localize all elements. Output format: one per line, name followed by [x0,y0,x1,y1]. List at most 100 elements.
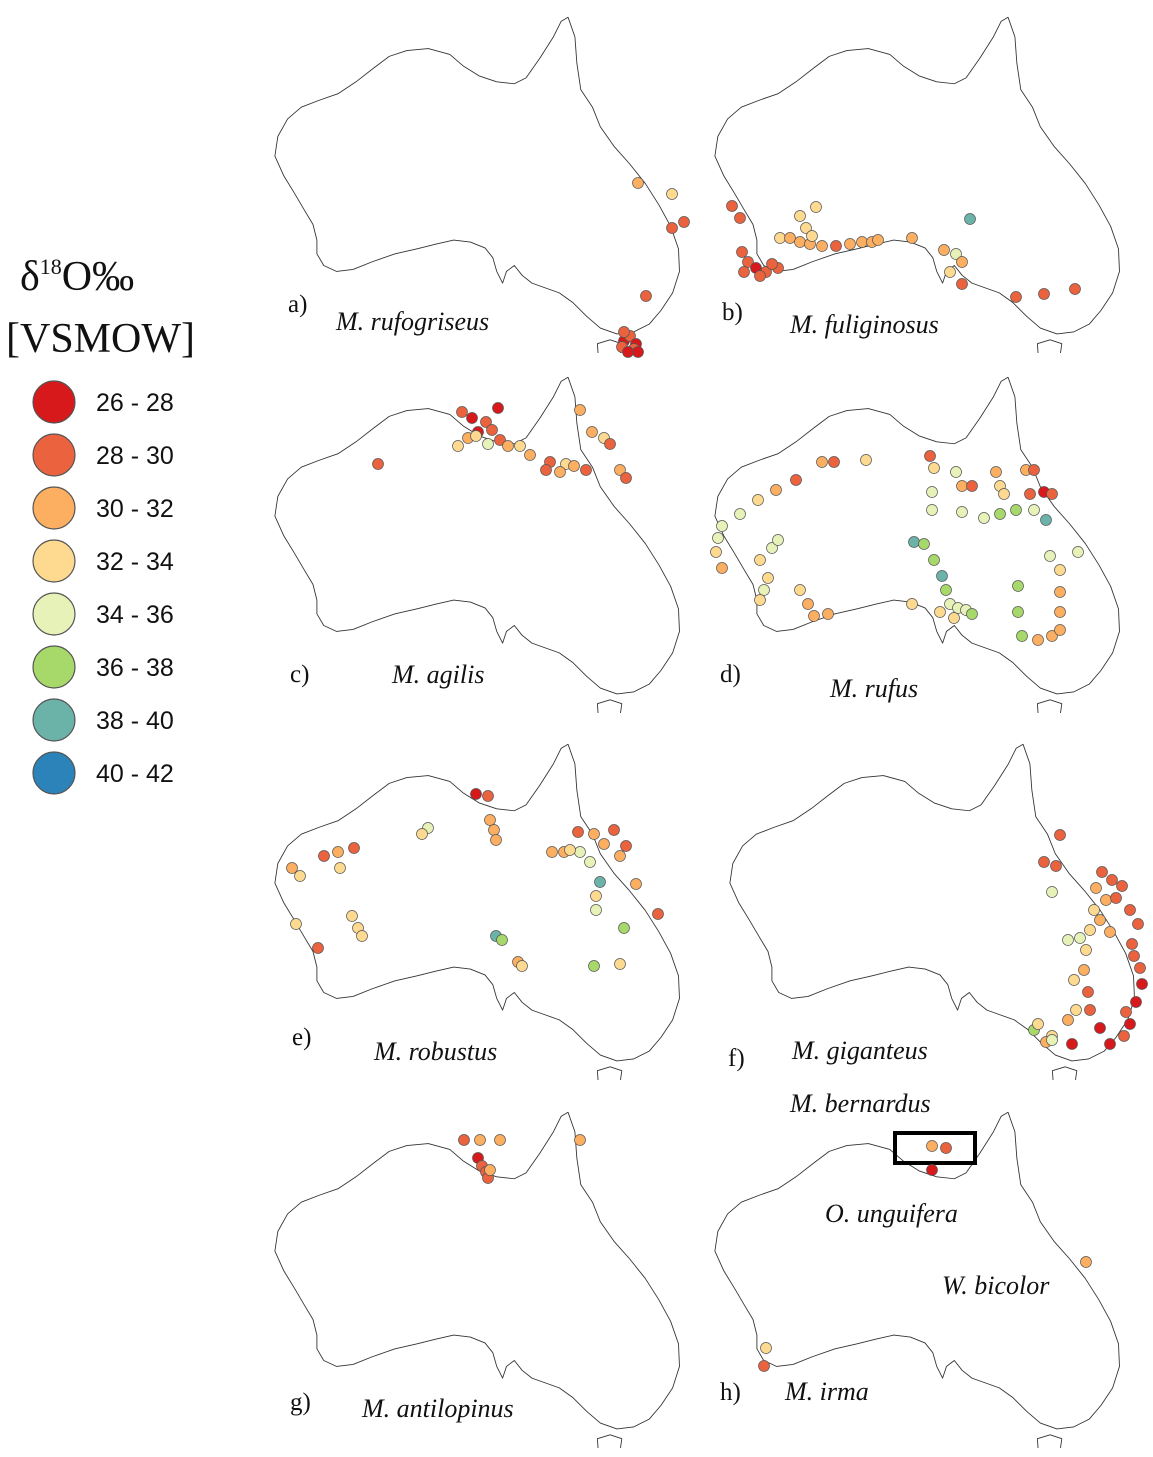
panel-h: h) M. bernardus O. unguifera W. bicolor … [714,1089,1120,1448]
occurrence-point [572,826,584,838]
occurrence-point [966,608,978,620]
occurrence-point [794,584,806,596]
occurrence-point [484,814,496,826]
occurrence-point [482,790,494,802]
occurrence-point [452,440,464,452]
occurrence-point [546,846,558,858]
occurrence-points [758,1140,1092,1372]
occurrence-point [332,846,344,858]
occurrence-point [1069,283,1081,295]
occurrence-point [716,562,728,574]
species-label: M. antilopinus [361,1394,514,1423]
occurrence-point [956,480,968,492]
occurrence-point [598,838,610,850]
occurrence-point [1124,1018,1136,1030]
occurrence-point [940,584,952,596]
legend-items: 26 - 28 28 - 30 30 - 32 32 - 34 34 - 36 36 - … [32,380,174,795]
occurrence-point [614,464,626,476]
occurrence-point [822,608,834,620]
occurrence-point [726,200,738,212]
occurrence-point [294,870,306,882]
occurrence-point [828,456,840,468]
panel-b: b) M. fuliginosus [714,16,1120,353]
occurrence-point [966,480,978,492]
panel-g: g) M. antilopinus [274,1111,680,1448]
occurrence-point [484,1164,496,1176]
occurrence-point [978,512,990,524]
occurrence-point [1118,1030,1130,1042]
panel-letter: c) [290,661,309,688]
occurrence-point [956,506,968,518]
occurrence-point [318,850,330,862]
occurrence-point [356,930,368,942]
occurrence-point [906,598,918,610]
occurrence-point [790,474,802,486]
occurrence-point [944,266,956,278]
occurrence-points [1028,829,1148,1050]
occurrence-point [494,1134,506,1146]
occurrence-point [1062,934,1074,946]
occurrence-point [1010,291,1022,303]
occurrence-point [594,876,606,888]
occurrence-point [540,464,552,476]
occurrence-point [470,788,482,800]
occurrence-point [1070,1004,1082,1016]
occurrence-point [928,462,940,474]
occurrence-point [1044,550,1056,562]
occurrence-point [1054,564,1066,576]
occurrence-point [1110,892,1122,904]
occurrence-point [1082,986,1094,998]
occurrence-point [1120,1006,1132,1018]
occurrence-point [810,201,822,213]
occurrence-point [494,434,506,446]
occurrence-point [1032,634,1044,646]
occurrence-points [616,177,690,358]
occurrence-point [1046,630,1058,642]
occurrence-point [492,402,504,414]
occurrence-point [334,862,346,874]
occurrence-point [926,504,938,516]
occurrence-point [1068,974,1080,986]
species-label: M. rufus [829,674,918,703]
occurrence-point [956,256,968,268]
occurrence-point [950,248,962,260]
legend-swatch [32,486,76,530]
occurrence-point [766,542,778,554]
occurrence-point [568,460,580,472]
occurrence-point [666,222,678,234]
occurrence-point [618,326,630,338]
occurrence-point [1054,624,1066,636]
occurrence-point [1080,1256,1092,1268]
occurrence-point [998,488,1010,500]
legend-swatch [32,592,76,636]
occurrence-point [1134,962,1146,974]
occurrence-point [458,1134,470,1146]
legend-label: 26 - 28 [96,389,174,417]
occurrence-point [580,464,592,476]
occurrence-point [1096,866,1108,878]
panel-c: c) M. agilis [274,376,680,713]
legend-swatch [32,751,76,795]
occurrence-point [1062,1014,1074,1026]
occurrence-point [716,520,728,532]
occurrence-points [286,788,664,972]
highlight-box [893,1131,977,1165]
legend-label: 32 - 34 [96,548,174,576]
occurrence-point [574,846,586,858]
occurrence-point [872,234,884,246]
occurrence-point [666,188,678,200]
legend: δ18O‰ [VSMOW] 26 - 28 28 - 30 30 - 32 32 - … [6,254,195,795]
occurrence-point [502,440,514,452]
legend-label: 30 - 32 [96,495,174,523]
occurrence-point [754,554,766,566]
occurrence-point [614,958,626,970]
occurrence-point [1090,882,1102,894]
occurrence-point [640,290,652,302]
occurrence-point [1046,886,1058,898]
occurrence-point [620,840,632,852]
occurrence-point [956,278,968,290]
occurrence-points [726,200,1081,303]
occurrence-point [488,824,500,836]
occurrence-point [372,458,384,470]
